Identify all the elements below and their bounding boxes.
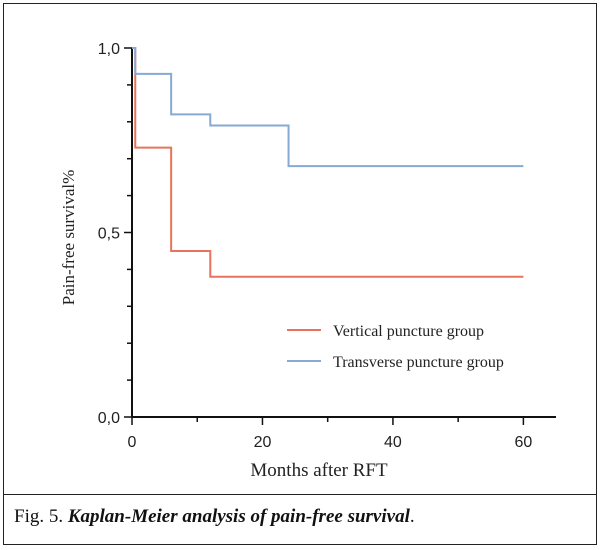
caption-suffix: . [409, 506, 415, 527]
y-tick-label: 0,5 [98, 226, 120, 243]
legend-label: Vertical puncture group [333, 323, 484, 340]
figure-frame: 0,0 0,5 1,0 0 20 40 60 Months after RFT Pain-fre… [3, 3, 597, 545]
x-tick-label: 60 [514, 434, 532, 451]
series-line-vertical [132, 47, 524, 278]
y-tick-label: 1,0 [98, 41, 120, 58]
x-tick-label: 0 [128, 434, 137, 451]
caption-prefix: Fig. 5. [14, 506, 68, 527]
x-tick-label: 40 [384, 434, 402, 451]
km-chart: 0,0 0,5 1,0 0 20 40 60 Months after RFT Pain-fre… [59, 41, 556, 481]
y-axis-title: Pain-free survival% [59, 170, 78, 305]
series-line-transverse [132, 47, 524, 168]
chart-panel: 0,0 0,5 1,0 0 20 40 60 Months after RFT Pain-fre… [4, 4, 596, 495]
caption-title: Kaplan-Meier analysis of pain-free survi… [67, 506, 410, 527]
x-tick-label: 20 [254, 434, 272, 451]
y-tick-label: 0,0 [98, 410, 120, 427]
legend-label: Transverse puncture group [333, 354, 504, 371]
figure-caption: Fig. 5. Kaplan-Meier analysis of pain-fr… [14, 506, 415, 528]
x-axis-title: Months after RFT [250, 460, 388, 481]
